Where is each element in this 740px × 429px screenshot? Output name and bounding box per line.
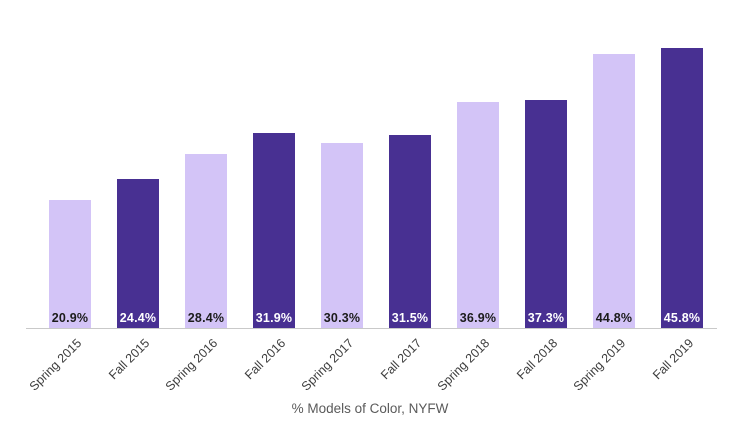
- bar-fall-2019: 45.8%: [661, 48, 703, 328]
- bar-value-label: 24.4%: [119, 311, 157, 325]
- x-tick-label: Fall 2016: [241, 336, 288, 383]
- bar-spring-2016: 28.4%: [185, 154, 227, 328]
- bar-fall-2018: 37.3%: [525, 100, 567, 328]
- x-tick-label: Spring 2015: [26, 336, 84, 394]
- bar-value-label: 20.9%: [51, 311, 89, 325]
- bar-fall-2016: 31.9%: [253, 133, 295, 328]
- bar-value-label: 44.8%: [595, 311, 633, 325]
- bar-spring-2018: 36.9%: [457, 102, 499, 328]
- x-axis-title: % Models of Color, NYFW: [291, 401, 449, 416]
- x-tick-label: Fall 2015: [105, 336, 152, 383]
- bar-spring-2015: 20.9%: [49, 200, 91, 328]
- x-tick-label: Spring 2018: [434, 336, 492, 394]
- bar-value-label: 31.9%: [255, 311, 293, 325]
- bar-value-label: 36.9%: [459, 311, 497, 325]
- bar-fall-2015: 24.4%: [117, 179, 159, 328]
- x-tick-label: Spring 2019: [570, 336, 628, 394]
- x-tick-label: Spring 2016: [162, 336, 220, 394]
- x-tick-label: Fall 2017: [377, 336, 424, 383]
- plot-area: 20.9% 24.4% 28.4% 31.9% 30.3% 31.5% 36.9% 37.3%…: [26, 22, 717, 329]
- bar-value-label: 37.3%: [527, 311, 565, 325]
- bar-fall-2017: 31.5%: [389, 135, 431, 328]
- bar-value-label: 45.8%: [663, 311, 701, 325]
- x-tick-label: Fall 2019: [649, 336, 696, 383]
- x-tick-label: Spring 2017: [298, 336, 356, 394]
- bar-value-label: 31.5%: [391, 311, 429, 325]
- x-tick-label: Fall 2018: [513, 336, 560, 383]
- bar-value-label: 28.4%: [187, 311, 225, 325]
- bar-value-label: 30.3%: [323, 311, 361, 325]
- bar-spring-2019: 44.8%: [593, 54, 635, 328]
- bar-spring-2017: 30.3%: [321, 143, 363, 328]
